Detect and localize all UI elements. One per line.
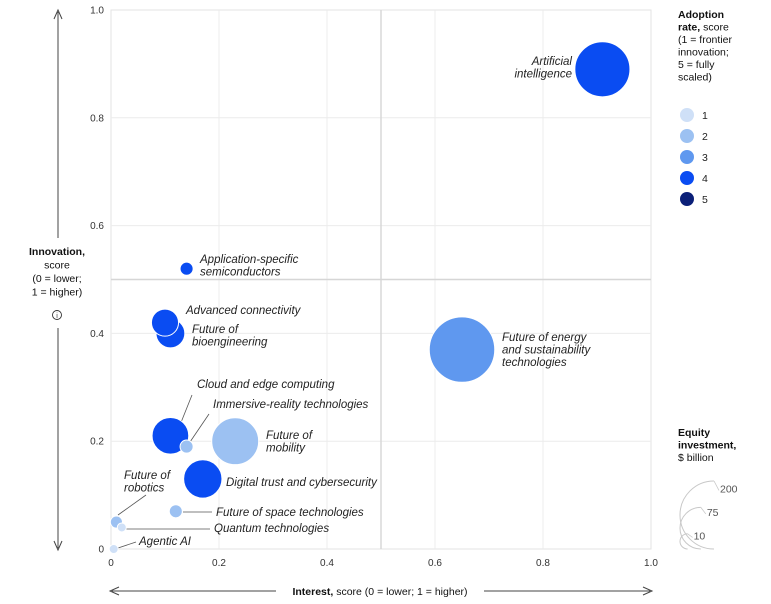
adoption-legend-item: 1: [680, 108, 708, 122]
x-tick-label: 0.2: [212, 558, 226, 569]
svg-text:10: 10: [694, 530, 706, 542]
tick-labels: 0 0.2 0.4 0.6 0.8 1.0 0 0.2 0.4 0.6 0.8 1.0: [90, 6, 658, 570]
svg-text:2: 2: [702, 131, 708, 143]
x-axis-arrowhead-left: [108, 586, 120, 596]
y-tick-label: 0.6: [90, 221, 104, 232]
adoption-legend-item: 5: [680, 192, 708, 206]
adoption-legend-item: 2: [680, 129, 708, 143]
data-bubbles: [108, 41, 631, 554]
adoption-legend-item: 3: [680, 150, 708, 164]
bubble-label: Digital trust and cybersecurity: [226, 477, 378, 489]
bubble-label: Future of bioengineering: [192, 324, 268, 349]
x-axis-arrowhead-right: [642, 586, 654, 596]
bubble-label: Future of energy and sustainability techno…: [502, 332, 591, 369]
svg-text:1: 1: [702, 110, 708, 122]
y-axis-title: Innovation, score (0 = lower; 1 = higher): [29, 246, 85, 299]
bubble-label: Future of space technologies: [216, 507, 364, 519]
bubble-future-of-space-technologies: [168, 504, 183, 519]
y-axis-arrowhead-up: [53, 8, 63, 20]
bubble-label: Artificial intelligence: [514, 56, 572, 81]
svg-text:5: 5: [702, 194, 708, 206]
adoption-legend-title: Adoption rate, score (1 = frontier innovati…: [678, 9, 732, 84]
y-axis-arrowhead-down: [53, 540, 63, 552]
bubble-artificial-intelligence: [574, 41, 631, 98]
bubble-quantum-technologies: [116, 522, 127, 533]
x-tick-label: 0.8: [536, 558, 550, 569]
svg-text:200: 200: [720, 483, 738, 495]
svg-text:75: 75: [707, 507, 719, 519]
adoption-legend-item: 4: [680, 171, 708, 185]
bubble-labels: Artificial intelligence Application-specif…: [124, 56, 591, 548]
x-axis-title: Interest, score (0 = lower; 1 = higher): [292, 586, 467, 598]
axis-titles: Innovation, score (0 = lower; 1 = higher) i I…: [29, 8, 654, 598]
bubble-digital-trust-and-cybersecurity: [183, 459, 223, 499]
leader-line: [117, 494, 147, 516]
bubble-label: Application-specific semiconductors: [199, 254, 299, 279]
bubble-label: Immersive-reality technologies: [213, 399, 369, 411]
svg-text:4: 4: [702, 173, 708, 185]
bubble-advanced-connectivity: [150, 308, 180, 337]
x-tick-label: 0: [108, 558, 114, 569]
bubble-immersive-reality-technologies: [179, 439, 194, 454]
bubble-label: Future of mobility: [266, 430, 314, 455]
x-tick-label: 0.6: [428, 558, 442, 569]
y-tick-label: 1.0: [90, 6, 104, 17]
bubble-label: Cloud and edge computing: [197, 379, 335, 391]
leader-line: [189, 413, 210, 443]
bubble-cloud-and-edge-computing: [151, 416, 190, 455]
legend: Adoption rate, score (1 = frontier innovati…: [678, 9, 738, 550]
bubble-future-of-mobility: [211, 417, 260, 466]
size-legend-item: 200: [679, 480, 738, 550]
size-legend-item: 75: [679, 506, 719, 550]
bubble-label: Future of robotics: [124, 470, 172, 495]
bubble-application-specific-semiconductors: [179, 261, 194, 276]
bubble-label: Agentic AI: [138, 536, 192, 548]
y-tick-label: 0: [98, 545, 104, 556]
x-tick-label: 1.0: [644, 558, 658, 569]
size-legend-item: 10: [679, 530, 706, 550]
svg-text:3: 3: [702, 152, 708, 164]
bubble-label: Quantum technologies: [214, 523, 329, 535]
x-tick-label: 0.4: [320, 558, 334, 569]
y-tick-label: 0.2: [90, 437, 104, 448]
y-tick-label: 0.8: [90, 113, 104, 124]
size-legend-title: Equity investment, $ billion: [678, 427, 736, 464]
y-tick-label: 0.4: [90, 329, 104, 340]
info-icon[interactable]: i: [52, 310, 62, 321]
bubble-label: Advanced connectivity: [185, 305, 302, 317]
svg-text:i: i: [56, 313, 58, 320]
quadrant-lines: [111, 10, 651, 549]
label-leader-lines: [114, 394, 212, 550]
bubble-agentic-ai: [108, 544, 119, 554]
leader-line: [179, 394, 193, 426]
bubble-future-of-energy-and-sustainability-technologies: [428, 316, 496, 383]
